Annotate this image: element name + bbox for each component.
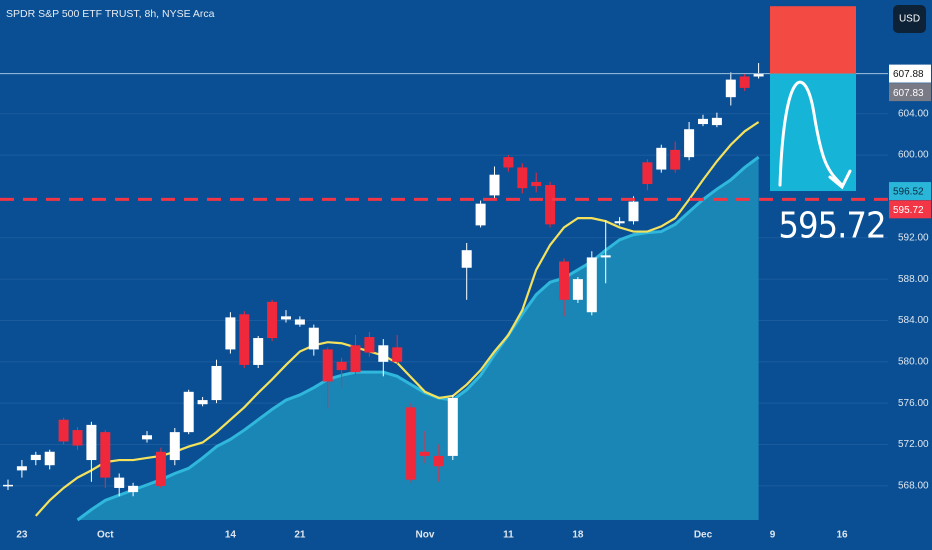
y-tick-label: 604.00 <box>898 108 929 119</box>
candle-body <box>433 455 444 467</box>
candle-body <box>739 76 750 88</box>
candle-body <box>600 255 611 258</box>
candle-body <box>142 435 152 440</box>
candle-body <box>211 365 222 401</box>
candle-body <box>628 201 639 222</box>
candle-body <box>503 157 514 168</box>
candle-body <box>169 432 180 461</box>
currency-button[interactable] <box>893 5 926 33</box>
x-tick-label: Nov <box>416 530 435 541</box>
candle-body <box>44 451 55 466</box>
candle-body <box>155 451 166 486</box>
candle-body <box>378 345 389 362</box>
x-tick-label: Dec <box>694 530 713 541</box>
candle-body <box>656 147 667 170</box>
candle-body <box>670 149 681 170</box>
candle-body <box>281 316 291 320</box>
candle-body <box>3 484 13 487</box>
price-tag-label: 607.83 <box>893 88 924 99</box>
candle-body <box>58 419 69 442</box>
candle-body <box>72 430 83 446</box>
y-tick-label: 592.00 <box>898 232 929 243</box>
price-tag <box>889 64 931 83</box>
y-tick-label: 568.00 <box>898 481 929 492</box>
x-tick-label: 23 <box>16 530 28 541</box>
y-tick-label: 576.00 <box>898 398 929 409</box>
candle-body <box>183 391 194 433</box>
y-tick-label: 584.00 <box>898 315 929 326</box>
candle-body <box>406 407 417 480</box>
y-tick-label: 580.00 <box>898 356 929 367</box>
price-tag <box>889 200 931 219</box>
price-tag-label: 596.52 <box>893 187 924 198</box>
candle-body <box>572 279 583 300</box>
x-tick-label: 21 <box>294 530 306 541</box>
candle-body <box>322 349 333 382</box>
candle-body <box>253 338 264 365</box>
candle-body <box>364 337 375 353</box>
candle-body <box>517 167 528 189</box>
candle-body <box>114 477 125 488</box>
arrow <box>778 80 852 190</box>
candle-body <box>642 162 653 185</box>
candle-body <box>711 117 722 126</box>
candle-body <box>16 466 27 471</box>
candle-body <box>614 221 625 224</box>
candle-body <box>531 181 542 187</box>
candle-body <box>684 129 695 158</box>
level-big-label: 595.72 <box>778 205 885 246</box>
candle-body <box>698 118 708 125</box>
candle-body <box>128 485 139 493</box>
price-tag <box>889 83 931 102</box>
candle-body <box>294 319 305 325</box>
candle-body <box>559 261 569 300</box>
candle-body <box>475 203 486 226</box>
stop-zone <box>770 6 856 74</box>
x-tick-label: 9 <box>770 530 776 541</box>
candle-body <box>350 345 361 373</box>
chart-title: SPDR S&P 500 ETF TRUST, 8h, NYSE Arca <box>6 8 215 20</box>
candle-body <box>100 432 111 478</box>
candle-body <box>225 317 236 350</box>
candle-body <box>336 361 347 371</box>
candle-body <box>308 327 319 350</box>
candle-body <box>420 451 430 456</box>
candle-body <box>545 185 556 225</box>
area-line <box>76 155 760 522</box>
candle-body <box>461 250 472 268</box>
currency-label[interactable]: USD <box>899 14 920 25</box>
candle-body <box>753 73 764 77</box>
x-tick-label: Oct <box>97 530 114 541</box>
candle-body <box>489 174 500 196</box>
price-tag <box>889 182 931 201</box>
candle-body <box>86 424 97 461</box>
candle-body <box>267 301 278 339</box>
price-tag-label: 595.72 <box>893 205 924 216</box>
candle-body <box>239 314 250 365</box>
y-tick-label: 572.00 <box>898 439 929 450</box>
x-tick-label: 14 <box>225 530 237 541</box>
candle-body <box>586 257 597 313</box>
candle-body <box>197 400 208 405</box>
y-tick-label: 600.00 <box>898 150 929 161</box>
price-tag-label: 607.88 <box>893 69 924 80</box>
x-tick-label: 16 <box>836 530 848 541</box>
x-tick-label: 18 <box>572 530 584 541</box>
candle-body <box>725 79 736 98</box>
x-tick-label: 11 <box>503 530 514 541</box>
y-tick-label: 588.00 <box>898 274 929 285</box>
candle-body <box>30 454 41 461</box>
candle-body <box>447 398 458 456</box>
candle-body <box>392 347 403 362</box>
